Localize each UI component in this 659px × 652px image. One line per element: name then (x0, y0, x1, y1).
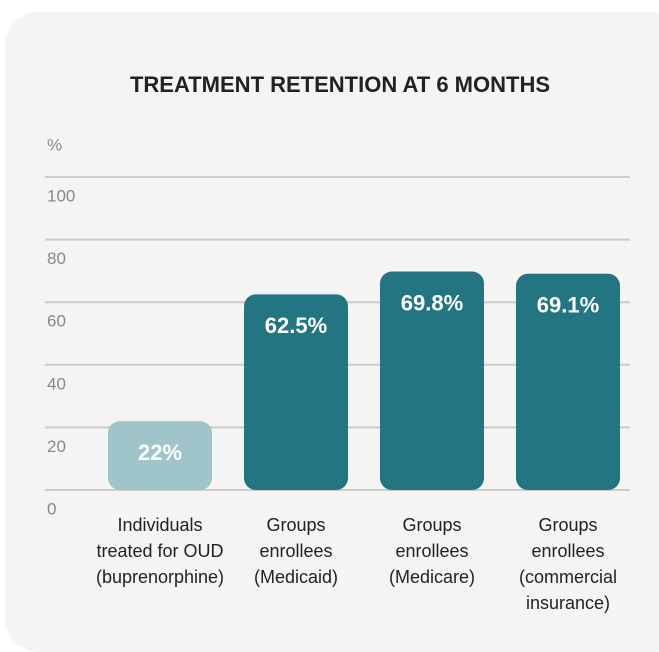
x-tick-label: Groups enrollees (Medicare) (388, 515, 476, 587)
x-tick-label: Individuals treated for OUD (buprenorphi… (95, 515, 225, 587)
bar (380, 271, 484, 490)
y-axis-label: % (47, 135, 62, 154)
value-label: 69.8% (401, 290, 463, 315)
y-tick-label: 20 (47, 437, 66, 456)
x-tick-label: Groups enrollees (Medicaid) (253, 515, 339, 587)
y-tick-label: 100 (47, 186, 75, 205)
y-tick-label: 40 (47, 374, 66, 393)
page: TREATMENT RETENTION AT 6 MONTHS % 0 20 40 6… (5, 12, 659, 652)
y-tick-label: 60 (47, 312, 66, 331)
value-label: 69.1% (537, 293, 599, 318)
y-tick-label: 80 (47, 249, 66, 268)
bar (244, 294, 348, 490)
chart: TREATMENT RETENTION AT 6 MONTHS % 0 20 40 6… (45, 72, 630, 518)
bar (516, 273, 620, 490)
value-label: 22% (138, 440, 182, 465)
bar (108, 421, 212, 490)
x-tick-label: Groups enrollees (commercial insurance) (518, 515, 617, 613)
value-label: 62.5% (265, 313, 327, 338)
chart-title: TREATMENT RETENTION AT 6 MONTHS (130, 72, 550, 97)
y-tick-label: 0 (47, 499, 56, 518)
